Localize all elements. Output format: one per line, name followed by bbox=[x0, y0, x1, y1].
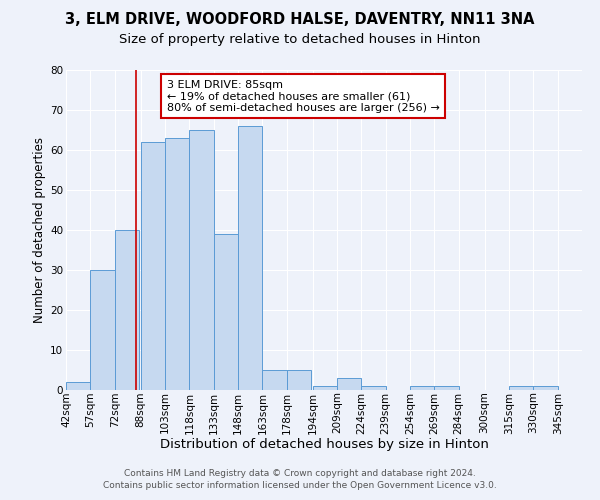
Bar bbox=[91, 270, 115, 390]
Bar bbox=[238, 126, 262, 390]
Bar bbox=[66, 382, 91, 390]
Bar bbox=[509, 386, 533, 390]
Bar bbox=[140, 142, 165, 390]
Text: Contains public sector information licensed under the Open Government Licence v3: Contains public sector information licen… bbox=[103, 481, 497, 490]
Bar bbox=[165, 138, 190, 390]
X-axis label: Distribution of detached houses by size in Hinton: Distribution of detached houses by size … bbox=[160, 438, 488, 450]
Bar bbox=[434, 386, 458, 390]
Y-axis label: Number of detached properties: Number of detached properties bbox=[33, 137, 46, 323]
Bar bbox=[115, 230, 139, 390]
Text: Contains HM Land Registry data © Crown copyright and database right 2024.: Contains HM Land Registry data © Crown c… bbox=[124, 468, 476, 477]
Bar bbox=[313, 386, 337, 390]
Text: 3, ELM DRIVE, WOODFORD HALSE, DAVENTRY, NN11 3NA: 3, ELM DRIVE, WOODFORD HALSE, DAVENTRY, … bbox=[65, 12, 535, 28]
Bar bbox=[410, 386, 434, 390]
Bar bbox=[361, 386, 386, 390]
Bar bbox=[262, 370, 287, 390]
Bar bbox=[190, 130, 214, 390]
Bar bbox=[533, 386, 557, 390]
Text: Size of property relative to detached houses in Hinton: Size of property relative to detached ho… bbox=[119, 32, 481, 46]
Bar bbox=[337, 378, 361, 390]
Text: 3 ELM DRIVE: 85sqm
← 19% of detached houses are smaller (61)
80% of semi-detache: 3 ELM DRIVE: 85sqm ← 19% of detached hou… bbox=[167, 80, 439, 113]
Bar bbox=[287, 370, 311, 390]
Bar bbox=[214, 234, 238, 390]
